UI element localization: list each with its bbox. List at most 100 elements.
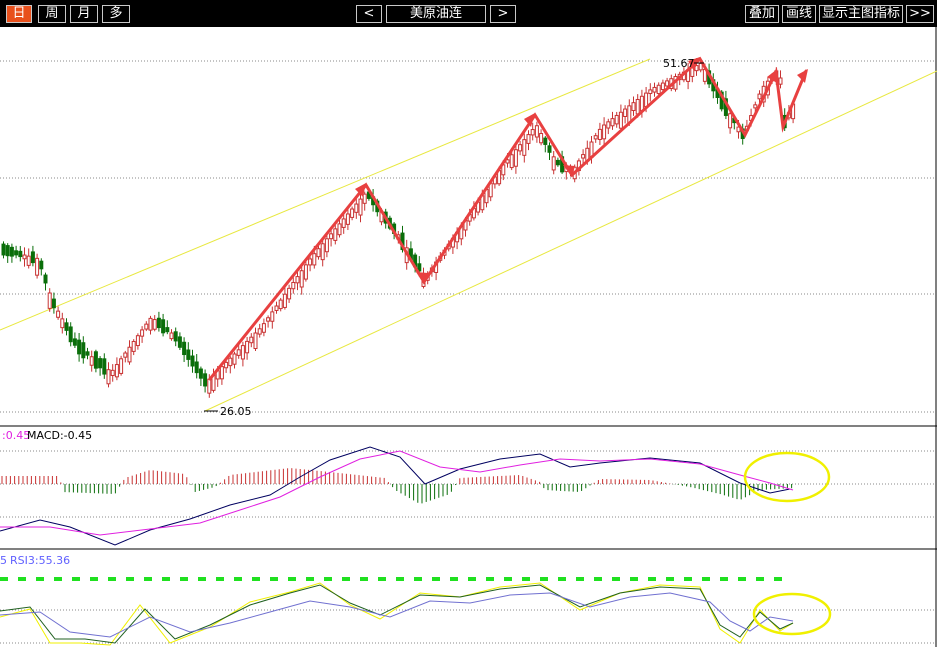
candle-body: [156, 317, 161, 329]
candle-body: [631, 102, 636, 112]
trend-zigzag-line[interactable]: [208, 56, 808, 381]
candle-body: [144, 323, 149, 330]
candle-body: [110, 369, 115, 377]
chart-area[interactable]: 51.67 26.05 :0.45 MACD:-0.45 5 RSI3:55.3…: [0, 27, 937, 647]
macd-dif-label: :0.45: [2, 429, 30, 442]
candle-body: [282, 293, 287, 308]
rsi-value-label: RSI3:55.36: [10, 554, 70, 567]
candle-body: [64, 322, 69, 331]
candle-body: [308, 258, 313, 266]
candle-body: [639, 95, 644, 112]
candle-body: [106, 369, 111, 385]
candle-body: [417, 263, 422, 272]
candle-body: [186, 349, 191, 360]
candle-body: [93, 351, 98, 369]
overlay-button[interactable]: 叠加: [745, 5, 779, 23]
candle-body: [539, 133, 544, 144]
candle-body: [232, 353, 237, 365]
period-day-button[interactable]: 日: [6, 5, 32, 23]
candle-body: [526, 134, 531, 144]
period-week-button[interactable]: 周: [38, 5, 66, 23]
candle-body: [728, 113, 733, 129]
candle-body: [240, 345, 245, 360]
upper-channel-line[interactable]: [0, 58, 651, 331]
candle-body: [597, 128, 602, 140]
candle-body: [320, 243, 325, 261]
candle-body: [224, 361, 229, 369]
macd-value-label: MACD:-0.45: [27, 429, 92, 442]
arrowhead: [524, 113, 535, 127]
period-month-button[interactable]: 月: [70, 5, 98, 23]
candle-body: [152, 319, 157, 330]
candle-body: [51, 298, 56, 309]
candle-body: [547, 145, 552, 153]
candle-body: [614, 114, 619, 125]
symbol-title: 美原油连: [386, 5, 486, 23]
more-button[interactable]: >>: [906, 5, 934, 23]
candle-body: [5, 245, 10, 257]
arrowhead: [767, 70, 777, 83]
rsi-prefix-label: 5: [0, 554, 7, 567]
candle-body: [60, 318, 65, 329]
period-multi-button[interactable]: 多: [102, 5, 130, 23]
candle-body: [77, 339, 82, 355]
arrowhead: [688, 57, 700, 71]
candle-body: [274, 305, 279, 311]
rsi3-line: [0, 592, 794, 638]
candle-body: [236, 349, 241, 356]
lower-channel-line[interactable]: [204, 70, 937, 412]
candle-body: [778, 77, 783, 85]
candle-body: [648, 89, 653, 95]
trend-arrows[interactable]: [208, 56, 808, 381]
candle-body: [161, 319, 166, 334]
next-symbol-button[interactable]: >: [490, 5, 516, 23]
candle-body: [518, 144, 523, 152]
candle-body: [530, 129, 535, 136]
candle-body: [131, 340, 136, 352]
macd-histogram: [1, 468, 793, 504]
trend-arrowheads: [355, 57, 808, 284]
prev-symbol-button[interactable]: <: [356, 5, 382, 23]
candle-body: [245, 340, 250, 354]
draw-line-button[interactable]: 画线: [782, 5, 816, 23]
candle-body: [534, 125, 539, 138]
candle-body: [354, 203, 359, 213]
candle-body: [177, 336, 182, 348]
candle-body: [81, 342, 86, 359]
candle-body: [618, 111, 623, 129]
macd-dea-line: [0, 450, 794, 536]
candle-body: [182, 341, 187, 356]
candle-body: [652, 86, 657, 93]
candle-body: [358, 198, 363, 216]
candle-body: [303, 264, 308, 280]
high-price-label: 51.67: [663, 57, 695, 70]
candle-body: [635, 98, 640, 115]
candle-body: [581, 154, 586, 159]
show-indicator-button[interactable]: 显示主图指标: [819, 5, 903, 23]
candle-body: [14, 250, 19, 256]
candle-body: [602, 124, 607, 140]
candle-body: [119, 358, 124, 374]
candle-body: [9, 246, 14, 257]
candle-body: [47, 292, 52, 309]
candle-body: [341, 218, 346, 228]
candle-body: [278, 299, 283, 310]
candle-body: [169, 332, 174, 340]
candle-body: [610, 118, 615, 127]
candle-body: [127, 346, 132, 363]
candle-body: [30, 251, 35, 264]
candle-body: [656, 84, 661, 95]
candle-body: [198, 368, 203, 379]
candle-body: [85, 351, 90, 356]
candle-body: [757, 93, 762, 100]
candle-body: [660, 82, 665, 91]
candle-body: [350, 208, 355, 218]
candle-body: [207, 378, 212, 394]
arrowhead: [563, 165, 575, 177]
arrowhead: [416, 272, 428, 284]
candle-body: [345, 213, 350, 225]
rsi2-line: [0, 584, 794, 644]
candle-body: [257, 328, 262, 335]
candle-body: [56, 310, 61, 318]
candle-body: [337, 223, 342, 236]
